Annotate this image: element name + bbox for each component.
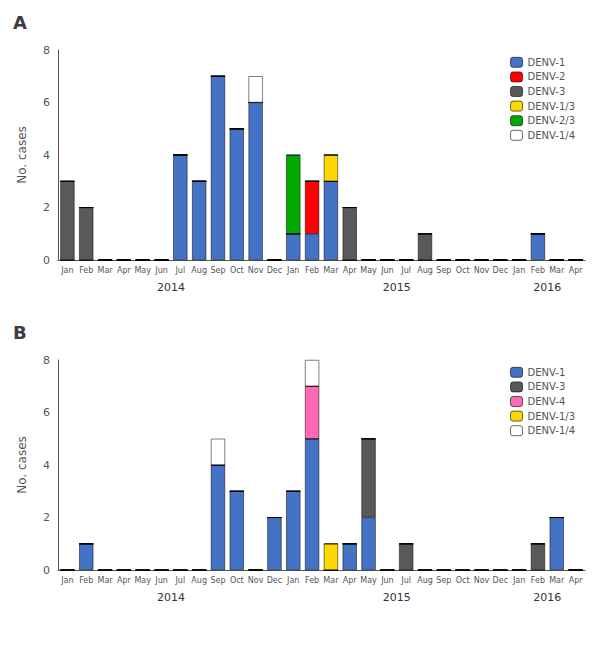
svg-text:2016: 2016	[533, 591, 561, 604]
svg-text:Dec: Dec	[493, 266, 508, 275]
svg-text:DENV-3: DENV-3	[528, 381, 566, 392]
svg-text:Jul: Jul	[400, 576, 411, 585]
svg-text:2: 2	[43, 201, 50, 214]
svg-text:DENV-1: DENV-1	[528, 57, 566, 68]
svg-text:Apr: Apr	[569, 576, 584, 585]
svg-text:Oct: Oct	[230, 266, 244, 275]
svg-text:Nov: Nov	[248, 266, 264, 275]
svg-text:Jan: Jan	[512, 266, 525, 275]
svg-text:Sep: Sep	[436, 576, 451, 585]
svg-text:Jun: Jun	[380, 266, 394, 275]
svg-text:Nov: Nov	[474, 576, 490, 585]
svg-text:Mar: Mar	[549, 266, 565, 275]
svg-text:2015: 2015	[383, 591, 411, 604]
svg-text:Mar: Mar	[98, 266, 114, 275]
svg-text:Feb: Feb	[79, 576, 93, 585]
svg-text:No. cases: No. cases	[15, 126, 29, 184]
svg-text:Jul: Jul	[400, 266, 411, 275]
svg-text:DENV-1/3: DENV-1/3	[528, 101, 575, 112]
svg-text:Jan: Jan	[512, 576, 525, 585]
svg-text:No. cases: No. cases	[15, 436, 29, 494]
svg-text:B: B	[13, 322, 27, 343]
svg-text:Aug: Aug	[191, 576, 207, 585]
svg-text:Mar: Mar	[323, 576, 339, 585]
svg-text:May: May	[134, 576, 151, 585]
svg-text:Apr: Apr	[569, 266, 584, 275]
svg-text:0: 0	[43, 564, 50, 577]
svg-text:8: 8	[43, 44, 50, 57]
svg-text:Jan: Jan	[286, 576, 299, 585]
svg-text:8: 8	[43, 354, 50, 367]
svg-text:Dec: Dec	[493, 576, 508, 585]
svg-text:DENV-1: DENV-1	[528, 367, 566, 378]
svg-text:DENV-1/4: DENV-1/4	[528, 130, 575, 141]
svg-text:2016: 2016	[533, 281, 561, 294]
svg-text:Apr: Apr	[343, 576, 358, 585]
svg-text:Apr: Apr	[117, 266, 132, 275]
svg-text:Jul: Jul	[175, 576, 186, 585]
svg-text:Jun: Jun	[154, 576, 168, 585]
svg-text:Feb: Feb	[79, 266, 93, 275]
svg-text:Jan: Jan	[60, 576, 73, 585]
svg-text:May: May	[360, 266, 377, 275]
svg-text:DENV-1/4: DENV-1/4	[528, 425, 575, 436]
svg-text:2015: 2015	[383, 281, 411, 294]
svg-text:Sep: Sep	[210, 576, 225, 585]
svg-text:May: May	[134, 266, 151, 275]
svg-text:Apr: Apr	[117, 576, 132, 585]
svg-text:Aug: Aug	[191, 266, 207, 275]
svg-text:Jun: Jun	[154, 266, 168, 275]
svg-text:0: 0	[43, 254, 50, 267]
svg-text:Jul: Jul	[175, 266, 186, 275]
svg-text:May: May	[360, 576, 377, 585]
svg-text:Oct: Oct	[456, 266, 470, 275]
svg-text:Feb: Feb	[305, 576, 319, 585]
svg-text:DENV-2/3: DENV-2/3	[528, 115, 575, 126]
svg-text:A: A	[13, 12, 27, 33]
svg-text:2: 2	[43, 511, 50, 524]
svg-text:Dec: Dec	[267, 266, 282, 275]
svg-text:6: 6	[43, 406, 50, 419]
svg-text:DENV-4: DENV-4	[528, 396, 566, 407]
svg-text:Sep: Sep	[210, 266, 225, 275]
svg-text:Mar: Mar	[323, 266, 339, 275]
svg-text:6: 6	[43, 96, 50, 109]
svg-text:4: 4	[43, 459, 50, 472]
svg-text:Oct: Oct	[230, 576, 244, 585]
svg-text:DENV-1/3: DENV-1/3	[528, 411, 575, 422]
svg-text:Nov: Nov	[248, 576, 264, 585]
svg-text:Oct: Oct	[456, 576, 470, 585]
svg-text:Dec: Dec	[267, 576, 282, 585]
svg-text:Sep: Sep	[436, 266, 451, 275]
svg-text:DENV-3: DENV-3	[528, 86, 566, 97]
svg-text:Jun: Jun	[380, 576, 394, 585]
svg-text:4: 4	[43, 149, 50, 162]
svg-text:Mar: Mar	[98, 576, 114, 585]
svg-text:Aug: Aug	[417, 576, 433, 585]
svg-text:Feb: Feb	[305, 266, 319, 275]
svg-text:2014: 2014	[157, 591, 185, 604]
svg-text:2014: 2014	[157, 281, 185, 294]
svg-text:Jan: Jan	[60, 266, 73, 275]
svg-text:Nov: Nov	[474, 266, 490, 275]
svg-text:Aug: Aug	[417, 266, 433, 275]
svg-text:Feb: Feb	[531, 576, 545, 585]
svg-text:Feb: Feb	[531, 266, 545, 275]
svg-text:Mar: Mar	[549, 576, 565, 585]
svg-text:Apr: Apr	[343, 266, 358, 275]
svg-text:DENV-2: DENV-2	[528, 71, 566, 82]
svg-text:Jan: Jan	[286, 266, 299, 275]
